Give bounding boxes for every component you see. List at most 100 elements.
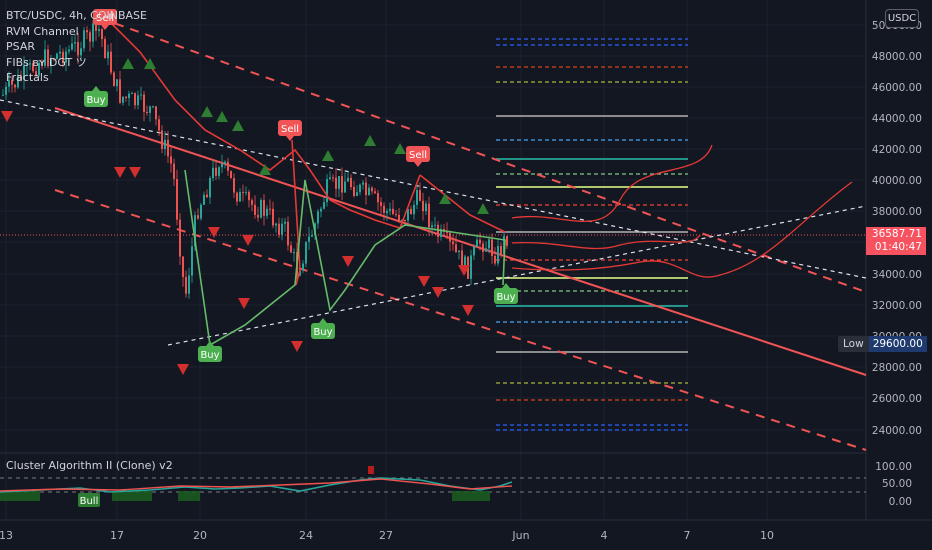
fractal-up-arrow xyxy=(232,120,244,131)
bull-zone xyxy=(112,491,152,501)
indicator-fibs[interactable]: FIBs ʙʏ DGT ツ xyxy=(6,55,87,69)
zigzag-lines xyxy=(109,21,506,347)
candle-body xyxy=(86,30,88,33)
sell-signal: Sell xyxy=(406,146,430,167)
last-price-tag: 36587.71 01:40:47 xyxy=(866,227,926,255)
oscillator-slow xyxy=(0,478,513,492)
candle-body xyxy=(491,239,493,257)
candle-body xyxy=(413,204,415,215)
axes: 50000.0048000.0046000.0044000.0042000.00… xyxy=(0,20,922,542)
price-tick-label: 26000.00 xyxy=(872,393,922,405)
projection-lower xyxy=(511,181,853,278)
candle-body xyxy=(38,62,40,76)
candle-body xyxy=(338,176,340,189)
candle-body xyxy=(188,275,190,294)
sell-label: Sell xyxy=(96,13,114,24)
fractal-down-arrow xyxy=(208,227,220,238)
candle-body xyxy=(239,192,241,202)
candle-body xyxy=(335,177,337,189)
sell-signal: Sell xyxy=(93,9,117,30)
candle-body xyxy=(323,202,325,209)
candle-body xyxy=(218,167,220,176)
currency-button[interactable]: USDC xyxy=(885,9,919,28)
sub-panel-title[interactable]: Cluster Algorithm II (Clone) v2 xyxy=(6,459,173,472)
buy-badge xyxy=(198,346,222,362)
indicator-rvm-channel[interactable]: RVM Channel xyxy=(6,24,79,38)
candle-body xyxy=(209,178,211,198)
candle-body xyxy=(431,225,433,228)
candle-body xyxy=(14,84,16,88)
time-tick-label: 7 xyxy=(684,529,691,542)
candle-body xyxy=(227,161,229,171)
candle-body xyxy=(254,204,256,215)
candle-body xyxy=(374,191,376,194)
candle-body xyxy=(149,106,151,113)
candle-body xyxy=(161,130,163,149)
buy-badge xyxy=(84,91,108,107)
bull-label: Bull xyxy=(80,496,99,507)
bull-zone xyxy=(0,491,40,501)
candle-body xyxy=(500,245,502,254)
candle-body xyxy=(215,167,217,176)
candle-body xyxy=(269,208,271,210)
price-tick-label: 24000.00 xyxy=(872,425,922,437)
low-label: Low xyxy=(838,336,869,352)
candle-body xyxy=(137,95,139,106)
candle-body xyxy=(212,167,214,179)
candle-body xyxy=(464,256,466,271)
candle-body xyxy=(404,220,406,222)
candle-body xyxy=(32,63,34,72)
candle-body xyxy=(125,96,127,99)
candle-body xyxy=(449,233,451,242)
time-tick-label: 10 xyxy=(760,529,774,542)
candle-body xyxy=(56,53,58,60)
fractal-up-arrow xyxy=(201,106,213,117)
candle-body xyxy=(428,203,430,228)
fractal-down-arrow xyxy=(242,235,254,246)
candle-body xyxy=(317,211,319,224)
candle-body xyxy=(293,252,295,254)
candle-body xyxy=(170,156,172,164)
candle-body xyxy=(173,163,175,179)
candle-body xyxy=(308,236,310,242)
time-tick-label: 13 xyxy=(0,529,13,542)
time-tick-label: Jun xyxy=(511,529,529,542)
candle-body xyxy=(95,23,97,31)
candle-body xyxy=(284,221,286,224)
candle-body xyxy=(68,49,70,52)
time-tick-label: 20 xyxy=(193,529,207,542)
fractal-up-arrow xyxy=(144,58,156,69)
candle-body xyxy=(41,62,43,66)
candle-body xyxy=(479,239,481,244)
fractal-down-arrow xyxy=(129,167,141,178)
fractal-down-arrow xyxy=(1,111,13,122)
indicator-fractals[interactable]: Fractals xyxy=(6,71,49,84)
candle-body xyxy=(425,203,427,212)
candle-body xyxy=(353,186,355,197)
candle-body xyxy=(221,163,223,168)
price-tick-label: 46000.00 xyxy=(872,82,922,94)
candle-body xyxy=(26,64,28,66)
buy-signal: Buy xyxy=(494,283,518,304)
candle-body xyxy=(392,208,394,215)
candle-body xyxy=(185,277,187,294)
symbol-title[interactable]: BTC/USDC, 4h, COINBASE xyxy=(6,9,147,22)
candle-body xyxy=(101,29,103,40)
candle-body xyxy=(410,208,412,215)
fractal-down-arrow xyxy=(114,167,126,178)
cluster-oscillator: Bull xyxy=(0,466,866,507)
sell-badge xyxy=(278,120,302,136)
indicator-psar[interactable]: PSAR xyxy=(6,40,35,53)
candle-body xyxy=(407,208,409,221)
channel-lower xyxy=(54,189,867,451)
candle-body xyxy=(83,30,85,49)
fractal-down-arrow xyxy=(432,287,444,298)
zigzag-red-2 xyxy=(291,139,301,286)
candle-body xyxy=(452,241,454,245)
candle-body xyxy=(71,43,73,50)
buy-pointer xyxy=(92,86,100,91)
sell-label: Sell xyxy=(409,150,427,161)
sell-pointer xyxy=(414,162,422,167)
